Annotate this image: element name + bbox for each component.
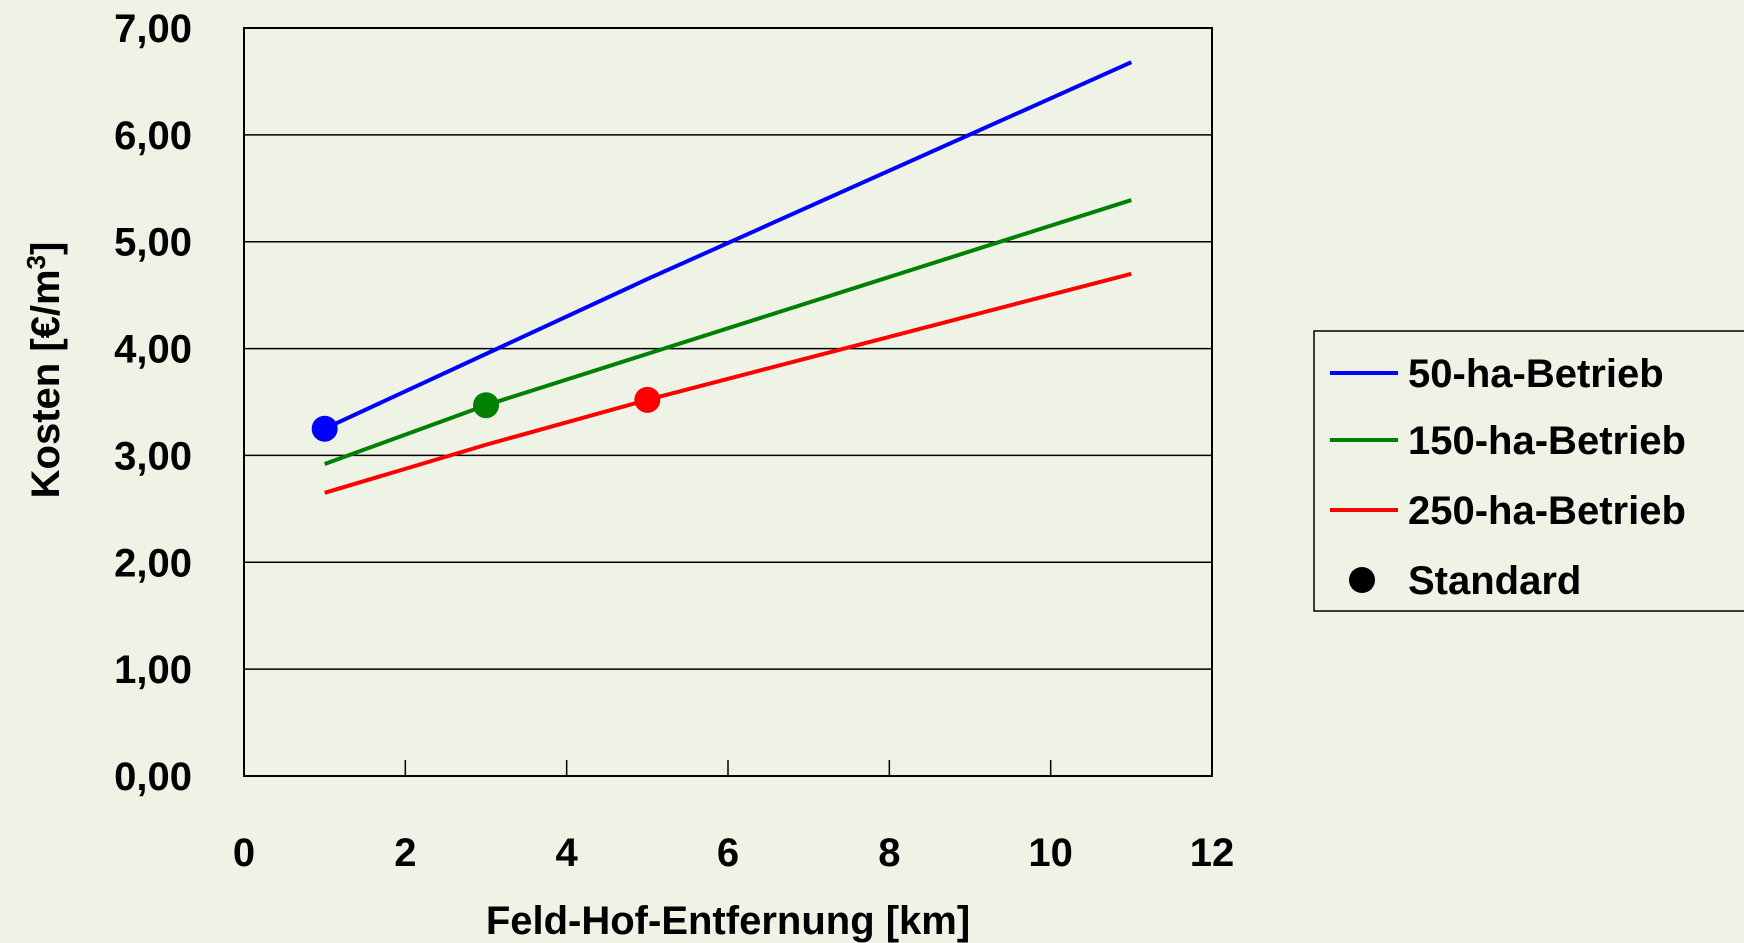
x-tick-label: 8: [878, 831, 900, 875]
y-tick-label: 7,00: [114, 7, 192, 51]
x-tick-label: 0: [233, 831, 255, 875]
x-tick-label: 12: [1190, 831, 1235, 875]
y-tick-label: 6,00: [114, 114, 192, 158]
y-axis-title-superscript: 3: [21, 255, 51, 269]
y-tick-label: 2,00: [114, 541, 192, 585]
y-axis-tick-labels: 0,00 1,00 2,00 3,00 4,00 5,00 6,00 7,00: [114, 7, 192, 799]
y-axis-title-main: Kosten [€/m: [24, 269, 68, 498]
legend-box: [1313, 330, 1744, 612]
y-axis-title: Kosten [€/m3]: [21, 242, 68, 499]
y-tick-label: 3,00: [114, 434, 192, 478]
y-tick-label: 1,00: [114, 648, 192, 692]
x-tick-label: 2: [394, 831, 416, 875]
legend: 50-ha-Betrieb 150-ha-Betrieb 250-ha-Betr…: [1313, 330, 1744, 612]
y-tick-label: 4,00: [114, 328, 192, 372]
y-tick-label: 5,00: [114, 221, 192, 265]
x-tick-label: 10: [1028, 831, 1073, 875]
plot-area: [243, 27, 1213, 777]
standard-marker-2: [473, 392, 499, 419]
standard-markers: [311, 386, 661, 442]
legend-label-standard: Standard: [1408, 559, 1581, 603]
y-tick-label: 0,00: [114, 755, 192, 799]
legend-marker-standard: [1349, 567, 1375, 593]
x-axis-title: Feld-Hof-Entfernung [km]: [486, 899, 970, 943]
standard-marker-3: [634, 386, 661, 413]
x-axis-ticks: [404, 760, 1052, 776]
x-axis-tick-labels: 0 2 4 6 8 10 12: [233, 831, 1234, 875]
y-axis-title-end: ]: [24, 242, 68, 255]
legend-label-50-ha: 50-ha-Betrieb: [1408, 352, 1664, 396]
grid-lines: [244, 27, 1212, 670]
x-tick-label: 4: [556, 831, 579, 875]
x-tick-label: 6: [717, 831, 739, 875]
legend-label-250-ha: 250-ha-Betrieb: [1408, 489, 1686, 533]
standard-marker-1: [311, 415, 338, 442]
legend-label-150-ha: 150-ha-Betrieb: [1408, 419, 1686, 463]
series-line-1: [323, 60, 1133, 431]
series-lines: [323, 60, 1133, 495]
series-line-2: [323, 198, 1132, 466]
series-line-3: [324, 271, 1132, 495]
